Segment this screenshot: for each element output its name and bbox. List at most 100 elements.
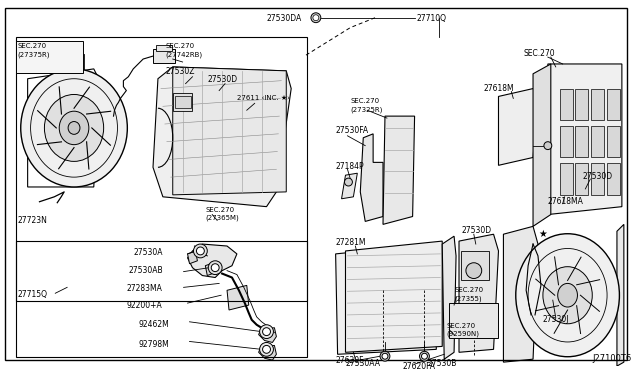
Text: (27375R): (27375R) — [18, 51, 51, 58]
Circle shape — [208, 261, 222, 275]
Ellipse shape — [44, 94, 104, 161]
Text: SEC.270: SEC.270 — [18, 43, 47, 49]
Text: 27530AA: 27530AA — [346, 359, 381, 368]
Polygon shape — [533, 64, 551, 226]
Polygon shape — [360, 134, 383, 221]
Bar — [560, 163, 573, 195]
Text: SEC.270: SEC.270 — [351, 99, 380, 105]
Bar — [461, 251, 488, 280]
Ellipse shape — [20, 69, 127, 187]
Bar — [153, 49, 175, 63]
Bar — [173, 93, 193, 111]
Circle shape — [196, 247, 204, 255]
Circle shape — [260, 325, 273, 339]
Text: 27530FA: 27530FA — [335, 126, 369, 135]
Text: (27365M): (27365M) — [205, 215, 239, 221]
Bar — [591, 89, 604, 120]
Text: 27530Z: 27530Z — [166, 67, 195, 76]
Circle shape — [382, 353, 388, 359]
Text: 27530DA: 27530DA — [266, 14, 302, 23]
Polygon shape — [342, 173, 357, 199]
Text: 27723N: 27723N — [18, 217, 47, 225]
Bar — [575, 89, 588, 120]
Bar — [607, 163, 620, 195]
Bar — [607, 89, 620, 120]
Text: ★: ★ — [538, 229, 547, 239]
Text: 27611 ‹INC. ★›: 27611 ‹INC. ★› — [237, 94, 290, 100]
Ellipse shape — [516, 234, 620, 357]
Text: 27184P: 27184P — [335, 162, 364, 171]
Polygon shape — [188, 251, 197, 264]
Polygon shape — [383, 116, 415, 224]
Ellipse shape — [557, 283, 577, 307]
Text: SEC.270: SEC.270 — [166, 43, 195, 49]
Text: 27530J: 27530J — [543, 315, 570, 324]
Bar — [575, 126, 588, 157]
Circle shape — [422, 353, 428, 359]
Text: 27530B: 27530B — [428, 359, 457, 368]
Bar — [560, 126, 573, 157]
Circle shape — [262, 346, 271, 353]
Circle shape — [260, 343, 273, 356]
Bar — [16, 38, 307, 301]
Circle shape — [262, 328, 271, 336]
Circle shape — [311, 13, 321, 23]
Text: 27618M: 27618M — [484, 84, 515, 93]
Text: SEC.270: SEC.270 — [446, 323, 476, 329]
Text: 27283MA: 27283MA — [126, 285, 162, 294]
Polygon shape — [153, 67, 291, 207]
Text: J27100T6: J27100T6 — [592, 354, 632, 363]
Text: SEC.270: SEC.270 — [454, 287, 483, 294]
Text: SEC.270: SEC.270 — [205, 207, 234, 213]
Polygon shape — [205, 263, 215, 276]
Bar — [560, 89, 573, 120]
Polygon shape — [499, 89, 538, 165]
Circle shape — [344, 178, 353, 186]
Polygon shape — [335, 244, 436, 354]
Text: 92462M: 92462M — [138, 320, 169, 329]
Text: 92200+A: 92200+A — [126, 301, 162, 310]
Bar — [607, 126, 620, 157]
Circle shape — [466, 263, 482, 279]
Ellipse shape — [68, 122, 80, 134]
Text: 27620F: 27620F — [335, 356, 364, 365]
Polygon shape — [188, 244, 237, 278]
Bar — [156, 45, 172, 51]
Text: (27355): (27355) — [454, 295, 482, 302]
Polygon shape — [173, 67, 286, 195]
Text: 27281M: 27281M — [335, 238, 366, 247]
Circle shape — [544, 142, 552, 150]
Polygon shape — [548, 64, 622, 215]
Circle shape — [380, 351, 390, 361]
Text: 92798M: 92798M — [138, 340, 169, 349]
Text: (27325R): (27325R) — [351, 106, 383, 113]
Polygon shape — [617, 224, 624, 366]
Polygon shape — [259, 328, 276, 343]
Text: SEC.270: SEC.270 — [523, 49, 555, 58]
Polygon shape — [442, 236, 456, 359]
Polygon shape — [346, 241, 442, 352]
Bar — [591, 163, 604, 195]
Ellipse shape — [60, 111, 89, 145]
Polygon shape — [504, 226, 538, 362]
Bar — [575, 163, 588, 195]
Bar — [16, 241, 307, 357]
Text: 27710Q: 27710Q — [417, 14, 447, 23]
Text: (92590N): (92590N) — [446, 331, 479, 337]
Circle shape — [211, 264, 219, 272]
Text: 27530D: 27530D — [582, 172, 612, 181]
Text: 27530AB: 27530AB — [129, 266, 163, 275]
Bar — [16, 41, 83, 73]
Polygon shape — [259, 346, 276, 360]
Circle shape — [193, 244, 207, 258]
Polygon shape — [227, 285, 249, 310]
Text: 27620FA: 27620FA — [403, 362, 436, 371]
Text: (27742RB): (27742RB) — [166, 51, 203, 58]
Text: 27530D: 27530D — [462, 226, 492, 235]
Bar — [449, 303, 499, 337]
Bar — [591, 126, 604, 157]
Bar — [175, 96, 191, 108]
Text: 27715Q: 27715Q — [18, 290, 48, 299]
Text: 27530D: 27530D — [207, 75, 237, 84]
Polygon shape — [459, 234, 499, 352]
